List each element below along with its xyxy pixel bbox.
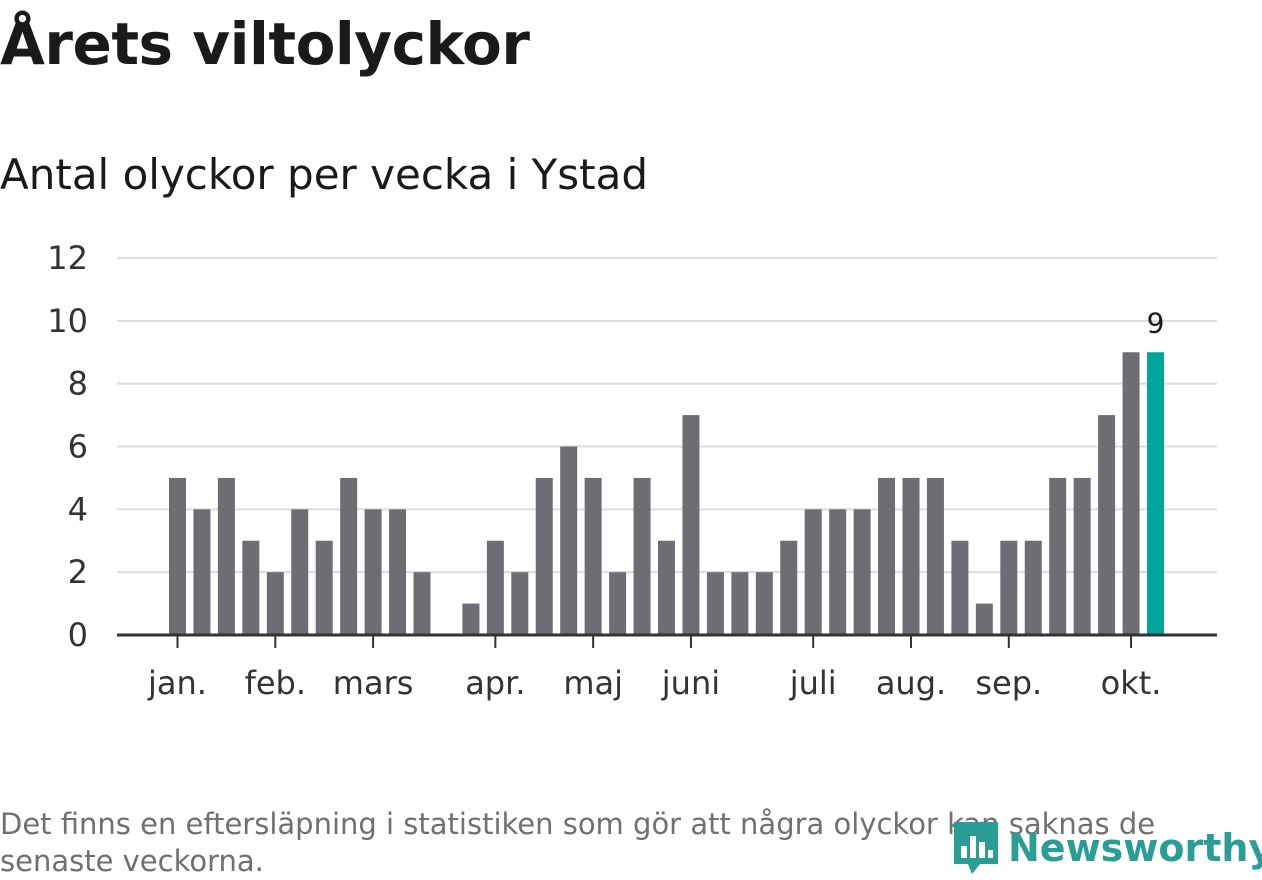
bar xyxy=(413,572,431,635)
x-tick-label: okt. xyxy=(1101,664,1162,702)
bar xyxy=(584,477,602,635)
bar xyxy=(878,477,896,635)
bar xyxy=(853,509,871,635)
bar xyxy=(682,415,700,635)
x-tick-label: jan. xyxy=(147,664,207,702)
bar xyxy=(780,540,798,635)
bar xyxy=(1000,540,1018,635)
y-tick-label: 6 xyxy=(68,428,88,466)
y-tick-label: 4 xyxy=(68,490,88,528)
bar xyxy=(755,572,773,635)
bar xyxy=(266,572,284,635)
bar xyxy=(511,572,529,635)
newsworthy-logo-icon xyxy=(954,822,998,874)
bar xyxy=(560,446,578,635)
bar xyxy=(291,509,309,635)
x-tick-label: apr. xyxy=(465,664,525,702)
y-tick-label: 10 xyxy=(47,302,88,340)
bar xyxy=(486,540,504,635)
data-label: 9 xyxy=(1147,306,1165,339)
bar xyxy=(731,572,749,635)
x-tick-label: maj xyxy=(563,664,623,702)
bar xyxy=(462,603,480,635)
x-tick-label: mars xyxy=(333,664,414,702)
bar xyxy=(951,540,969,635)
bar xyxy=(926,477,944,635)
chart-subtitle: Antal olyckor per vecka i Ystad xyxy=(0,150,649,199)
bar xyxy=(829,509,847,635)
bar xyxy=(242,540,260,635)
bar xyxy=(1073,477,1091,635)
x-tick-label: aug. xyxy=(876,664,946,702)
x-tick-label: juli xyxy=(789,664,837,702)
bar xyxy=(389,509,407,635)
bar xyxy=(1098,415,1116,635)
bar xyxy=(1147,352,1164,635)
bar xyxy=(1024,540,1042,635)
chart-title: Årets viltolyckor xyxy=(0,10,530,78)
bar xyxy=(217,477,235,635)
y-tick-label: 8 xyxy=(68,365,88,403)
x-axis: jan. feb. mars apr. maj juni juli aug. sep. okt. xyxy=(117,633,1217,702)
bar xyxy=(633,477,651,635)
y-axis-ticks: 0 2 4 6 8 10 12 xyxy=(47,239,88,654)
bar xyxy=(658,540,675,635)
bar xyxy=(193,509,211,635)
bar xyxy=(340,477,358,635)
bars xyxy=(169,352,1164,635)
bar xyxy=(902,477,920,635)
bar xyxy=(169,477,186,635)
bar xyxy=(609,572,627,635)
bar xyxy=(535,477,553,635)
bar xyxy=(1049,477,1067,635)
x-tick-label: feb. xyxy=(245,664,306,702)
y-tick-label: 0 xyxy=(68,616,88,654)
bar xyxy=(804,509,822,635)
bar xyxy=(706,572,724,635)
bar-chart: 0 2 4 6 8 10 12 jan. feb. mars apr. maj juni juli aug… xyxy=(47,239,1217,702)
x-tick-label: sep. xyxy=(975,664,1042,702)
x-tick-label: juni xyxy=(661,664,720,702)
bar xyxy=(315,540,333,635)
y-tick-label: 12 xyxy=(47,239,88,277)
bar xyxy=(364,509,382,635)
bar xyxy=(1122,352,1140,635)
data-labels: 9 xyxy=(1147,306,1165,339)
logo-text: Newsworthy xyxy=(1008,826,1262,870)
bar xyxy=(975,603,993,635)
newsworthy-logo: Newsworthy xyxy=(950,818,1262,878)
y-tick-label: 2 xyxy=(68,553,88,591)
